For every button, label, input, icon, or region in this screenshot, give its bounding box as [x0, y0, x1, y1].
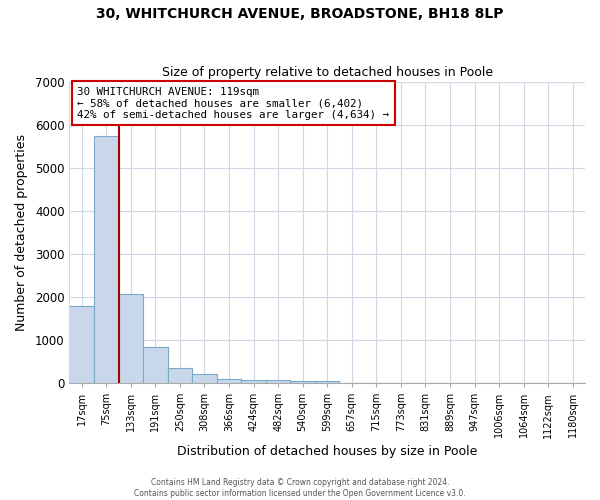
Text: 30, WHITCHURCH AVENUE, BROADSTONE, BH18 8LP: 30, WHITCHURCH AVENUE, BROADSTONE, BH18 …: [96, 8, 504, 22]
Bar: [143, 348, 167, 383]
Bar: [94, 136, 119, 383]
Text: 30 WHITCHURCH AVENUE: 119sqm
← 58% of detached houses are smaller (6,402)
42% of: 30 WHITCHURCH AVENUE: 119sqm ← 58% of de…: [77, 86, 389, 120]
Bar: [70, 306, 94, 383]
Bar: [217, 378, 241, 383]
Text: Contains HM Land Registry data © Crown copyright and database right 2024.
Contai: Contains HM Land Registry data © Crown c…: [134, 478, 466, 498]
Bar: [119, 294, 143, 383]
X-axis label: Distribution of detached houses by size in Poole: Distribution of detached houses by size …: [177, 444, 478, 458]
Bar: [192, 374, 217, 383]
Bar: [290, 380, 315, 383]
Title: Size of property relative to detached houses in Poole: Size of property relative to detached ho…: [161, 66, 493, 80]
Y-axis label: Number of detached properties: Number of detached properties: [15, 134, 28, 331]
Bar: [167, 368, 192, 383]
Bar: [315, 381, 340, 383]
Bar: [241, 380, 266, 383]
Bar: [266, 380, 290, 383]
